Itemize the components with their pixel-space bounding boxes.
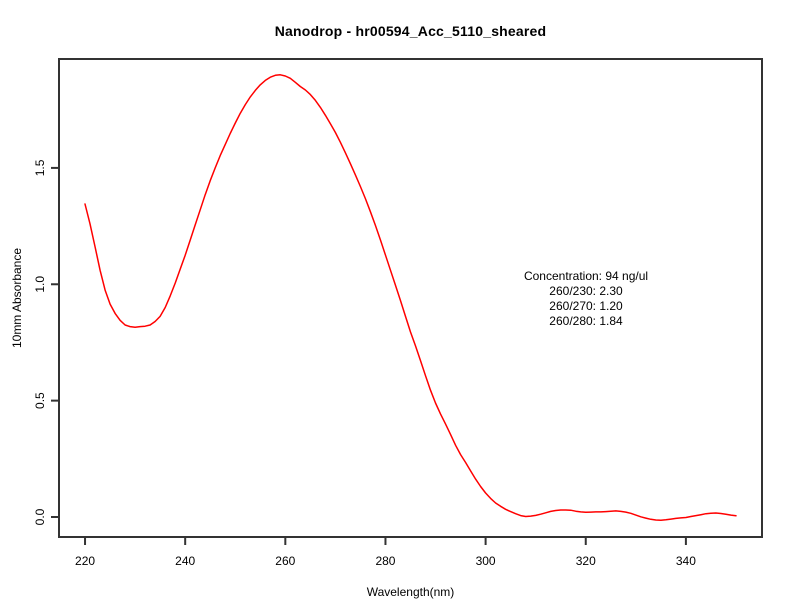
y-tick-label: 0.5 — [33, 392, 47, 409]
y-tick-label: 0.0 — [33, 508, 47, 525]
y-tick-label: 1.5 — [33, 159, 47, 176]
chart-title: Nanodrop - hr00594_Acc_5110_sheared — [274, 23, 547, 39]
axis-layer — [51, 58, 763, 545]
x-tick-label: 300 — [476, 554, 496, 568]
x-axis-label: Wavelength(nm) — [366, 585, 455, 599]
x-tick-label: 280 — [375, 554, 395, 568]
annotation-ratio-260-230: 260/230: 2.30 — [549, 284, 623, 298]
annotation-ratio-260-270: 260/270: 1.20 — [549, 299, 623, 313]
x-tick-label: 260 — [275, 554, 295, 568]
y-axis-label: 10mm Absorbance — [10, 247, 24, 349]
measurement-annotation: Concentration: 94 ng/ul 260/230: 2.30 26… — [486, 269, 686, 329]
plot-border-box — [58, 58, 763, 538]
x-tick-label: 220 — [75, 554, 95, 568]
absorbance-curve-layer — [84, 74, 737, 521]
annotation-concentration: Concentration: 94 ng/ul — [523, 269, 649, 283]
y-tick-label: 1.0 — [33, 276, 47, 293]
x-tick-label: 240 — [175, 554, 195, 568]
annotation-ratio-260-280: 260/280: 1.84 — [549, 314, 623, 328]
x-tick-label: 320 — [576, 554, 596, 568]
tick-label-layer: 220 240 260 280 300 320 340 0.0 0.5 1.0 1.5 — [33, 159, 696, 568]
absorbance-curve — [84, 74, 737, 521]
x-tick-label: 340 — [676, 554, 696, 568]
